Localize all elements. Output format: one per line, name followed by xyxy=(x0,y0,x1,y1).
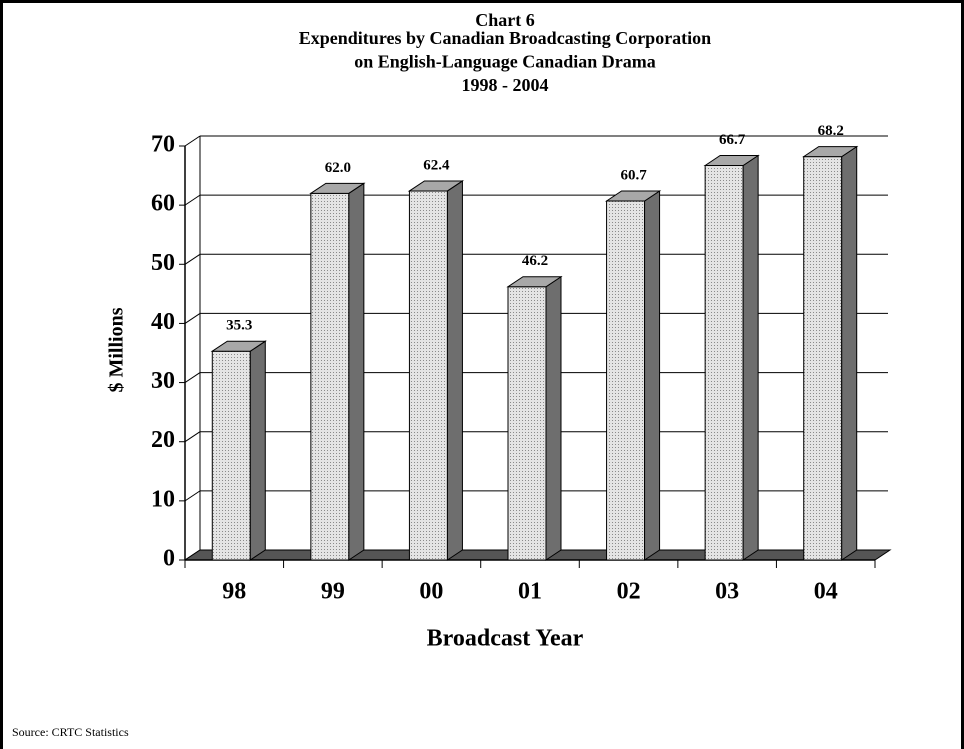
value-label: 46.2 xyxy=(522,253,548,269)
y-tick-label: 60 xyxy=(151,191,175,217)
value-label: 60.7 xyxy=(620,167,647,183)
y-tick-label: 70 xyxy=(151,132,175,158)
chart-subtitle: on English-Language Canadian Drama xyxy=(354,52,656,72)
x-tick-label: 04 xyxy=(814,579,838,605)
chart-title: Chart 6 xyxy=(475,10,535,30)
bar-side xyxy=(841,145,858,561)
grid-connector xyxy=(184,490,201,502)
value-label: 62.0 xyxy=(325,160,351,176)
grid-connector xyxy=(184,372,201,383)
bar-side xyxy=(644,190,661,561)
x-axis-title: Broadcast Year xyxy=(427,626,584,652)
bar xyxy=(408,190,448,561)
bar-top xyxy=(210,340,267,352)
value-label: 68.2 xyxy=(818,123,844,139)
bar-top xyxy=(407,180,465,192)
grid-connector xyxy=(184,253,201,265)
y-tick-label: 40 xyxy=(151,309,175,335)
bar-top xyxy=(506,276,563,288)
value-label: 66.7 xyxy=(719,132,746,148)
bar-top xyxy=(309,182,366,194)
bar-side xyxy=(348,182,365,561)
x-tick-label: 03 xyxy=(715,579,739,605)
y-tick-label: 30 xyxy=(151,368,175,394)
grid-connector xyxy=(184,313,201,324)
bar-side xyxy=(446,180,463,561)
x-tick-label: 01 xyxy=(518,579,542,605)
y-tick-label: 0 xyxy=(163,546,175,572)
chart-subtitle: Expenditures by Canadian Broadcasting Co… xyxy=(299,28,711,48)
bar-top xyxy=(802,146,859,158)
x-tick-label: 02 xyxy=(617,579,641,605)
bar xyxy=(606,200,646,561)
bar xyxy=(211,350,251,561)
bar xyxy=(803,156,843,561)
value-label: 62.4 xyxy=(423,157,450,173)
bar xyxy=(310,192,350,561)
grid-connector xyxy=(184,194,201,206)
chart-subtitle: 1998 - 2004 xyxy=(462,75,549,95)
bar-side xyxy=(249,340,266,561)
bar-top xyxy=(703,155,760,167)
x-tick-label: 00 xyxy=(419,579,443,605)
bar-side xyxy=(742,154,759,561)
grid-connector xyxy=(184,431,201,443)
source: Source: CRTC Statistics xyxy=(12,725,129,739)
bar-top xyxy=(604,190,662,202)
value-label: 35.3 xyxy=(226,318,252,334)
bar-side xyxy=(545,275,562,561)
bar xyxy=(704,165,744,561)
y-axis-title: $ Millions xyxy=(106,307,128,392)
grid-connector xyxy=(184,135,201,147)
x-tick-label: 98 xyxy=(222,579,246,605)
y-tick-label: 50 xyxy=(151,250,175,276)
x-tick-label: 99 xyxy=(321,579,345,605)
y-tick-label: 20 xyxy=(151,427,175,453)
bar xyxy=(507,286,547,561)
y-tick-label: 10 xyxy=(151,486,175,512)
